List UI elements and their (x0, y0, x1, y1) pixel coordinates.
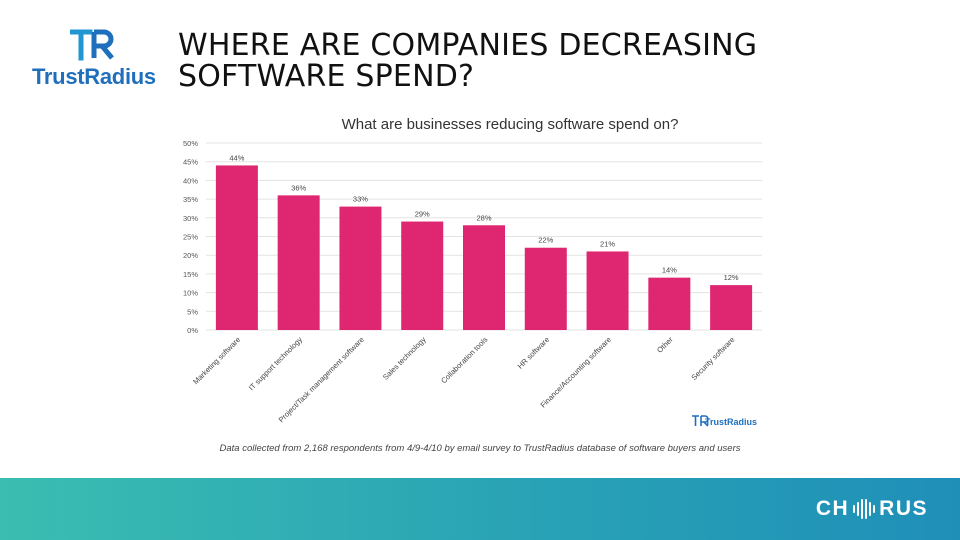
footer-band: CH RUS (0, 478, 960, 540)
x-tick-label: Collaboration tools (439, 335, 489, 385)
trustradius-logo-text: TrustRadius (32, 64, 156, 89)
y-tick-label: 5% (187, 307, 198, 316)
soundwave-icon (853, 499, 876, 519)
y-tick-label: 50% (183, 139, 198, 148)
data-label: 28% (476, 213, 491, 222)
data-label: 12% (724, 273, 739, 282)
y-tick-label: 30% (183, 214, 198, 223)
footnote: Data collected from 2,168 respondents fr… (219, 443, 741, 454)
y-tick-label: 45% (183, 158, 198, 167)
chorus-logo-right: RUS (879, 497, 928, 520)
bar (463, 225, 505, 330)
data-label: 44% (229, 153, 244, 162)
chorus-logo-left: CH (815, 497, 850, 520)
data-label: 29% (415, 210, 430, 219)
bar-chart: 0% 5% 10% 15% 20% 25% 30% 35% 40% 45% 50% 44% Market… (183, 139, 762, 427)
data-label: 14% (662, 266, 677, 275)
x-tick-label: Security software (689, 335, 736, 382)
bar (586, 251, 629, 330)
y-tick-label: 10% (183, 289, 198, 298)
data-label: 21% (600, 239, 615, 248)
bar (339, 206, 382, 330)
trustradius-mark-icon (70, 29, 114, 61)
x-tick-label: Sales technology (381, 335, 428, 382)
data-label: 22% (538, 236, 553, 245)
y-tick-label: 0% (187, 326, 198, 335)
bar (710, 285, 753, 330)
y-tick-label: 25% (183, 233, 198, 242)
y-tick-label: 15% (183, 270, 198, 279)
y-tick-label: 40% (183, 176, 198, 185)
x-tick-label: IT support technology (247, 335, 304, 392)
bar (401, 221, 444, 330)
data-label: 33% (353, 195, 368, 204)
trustradius-watermark: TrustRadius (705, 417, 757, 427)
y-tick-label: 20% (183, 251, 198, 260)
chart-title: What are businesses reducing software sp… (341, 116, 679, 133)
slide-title: WHERE ARE COMPANIES DECREASING SOFTWARE … (178, 30, 938, 92)
bar (648, 277, 691, 330)
trustradius-logo: TrustRadius (30, 28, 165, 93)
trustradius-watermark-icon (692, 415, 709, 427)
x-tick-label: Finance/Accounting software (539, 335, 613, 409)
x-tick-label: Other (655, 335, 675, 355)
chorus-logo: CH RUS (815, 497, 928, 520)
x-tick-label: Marketing software (191, 335, 242, 386)
bar (215, 165, 258, 330)
bar (524, 247, 567, 330)
data-label: 36% (291, 183, 306, 192)
slide-title-line-1: WHERE ARE COMPANIES DECREASING (178, 28, 758, 63)
y-tick-label: 35% (183, 195, 198, 204)
bar (277, 195, 320, 330)
slide-title-line-2: SOFTWARE SPEND? (178, 59, 475, 94)
x-tick-label: HR software (516, 335, 552, 371)
